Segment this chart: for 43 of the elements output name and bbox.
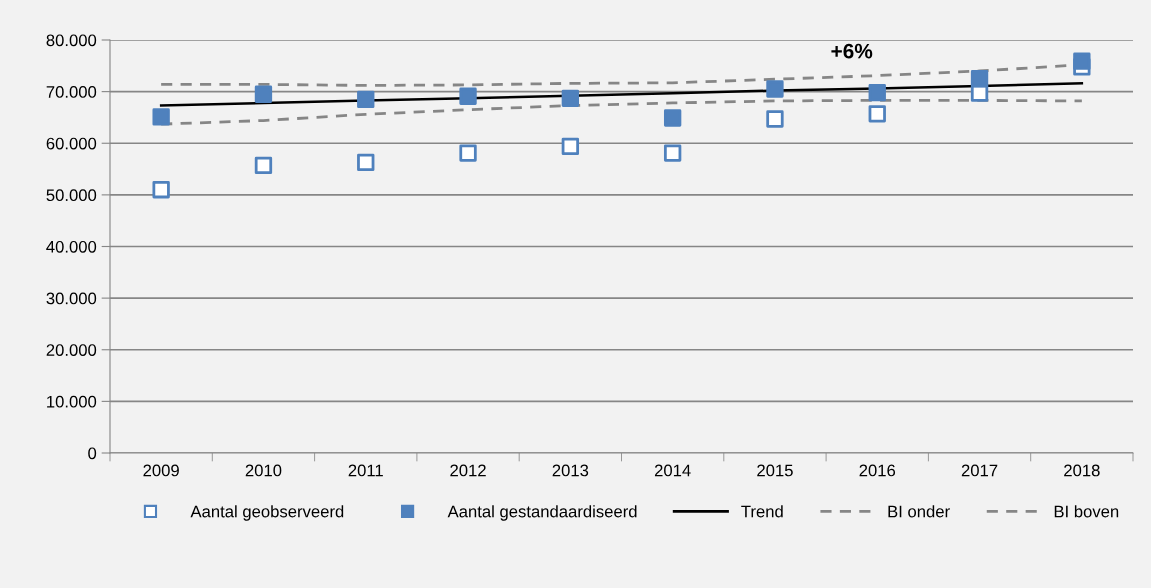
point (766, 80, 784, 98)
x-tick-label: 2017 (961, 464, 998, 477)
point (357, 90, 375, 109)
annotation: +6% (831, 43, 873, 59)
x-tick-label: 2009 (143, 464, 179, 477)
y-tick-label: 70.000 (46, 86, 97, 98)
point (868, 105, 886, 123)
point (868, 83, 886, 102)
y-tick-label: 60.000 (46, 137, 97, 150)
y-tick-label: 30.000 (46, 292, 97, 305)
y-tick-label: 80.000 (46, 34, 97, 47)
x-tick-label: 2018 (1064, 464, 1100, 477)
point (152, 181, 170, 199)
x-tick-label: 2016 (859, 464, 896, 477)
point (561, 89, 580, 108)
point (1073, 52, 1091, 70)
x-tick-label: 2010 (245, 464, 282, 477)
x-tick-label: 2012 (450, 464, 486, 477)
point (254, 156, 273, 175)
point (357, 153, 375, 172)
point (152, 108, 170, 126)
x-tick-label: 2011 (348, 464, 383, 477)
y-tick-label: 50.000 (46, 189, 97, 202)
point (663, 144, 682, 162)
x-tick-label: 2013 (552, 464, 589, 477)
legend-label: BI onder (888, 505, 950, 518)
y-tick-label: 10.000 (47, 395, 97, 408)
point (766, 110, 784, 128)
legend-label: Aantal geobserveerd (190, 505, 344, 521)
legend-label: Trend (741, 505, 783, 518)
x-tick-label: 2014 (654, 464, 691, 477)
legend-label: BI boven (1054, 505, 1119, 518)
legend-label: Aantal gestandaardiseerd (447, 505, 637, 521)
point (561, 137, 580, 156)
x-tick-label: 2015 (757, 464, 793, 477)
y-tick-label: 20.000 (46, 344, 97, 356)
point (459, 87, 477, 105)
point (663, 109, 682, 127)
point (254, 85, 273, 103)
point (970, 70, 989, 88)
y-tick-label: 40.000 (46, 240, 97, 253)
point (459, 144, 477, 162)
y-tick-label: 0 (88, 447, 97, 460)
